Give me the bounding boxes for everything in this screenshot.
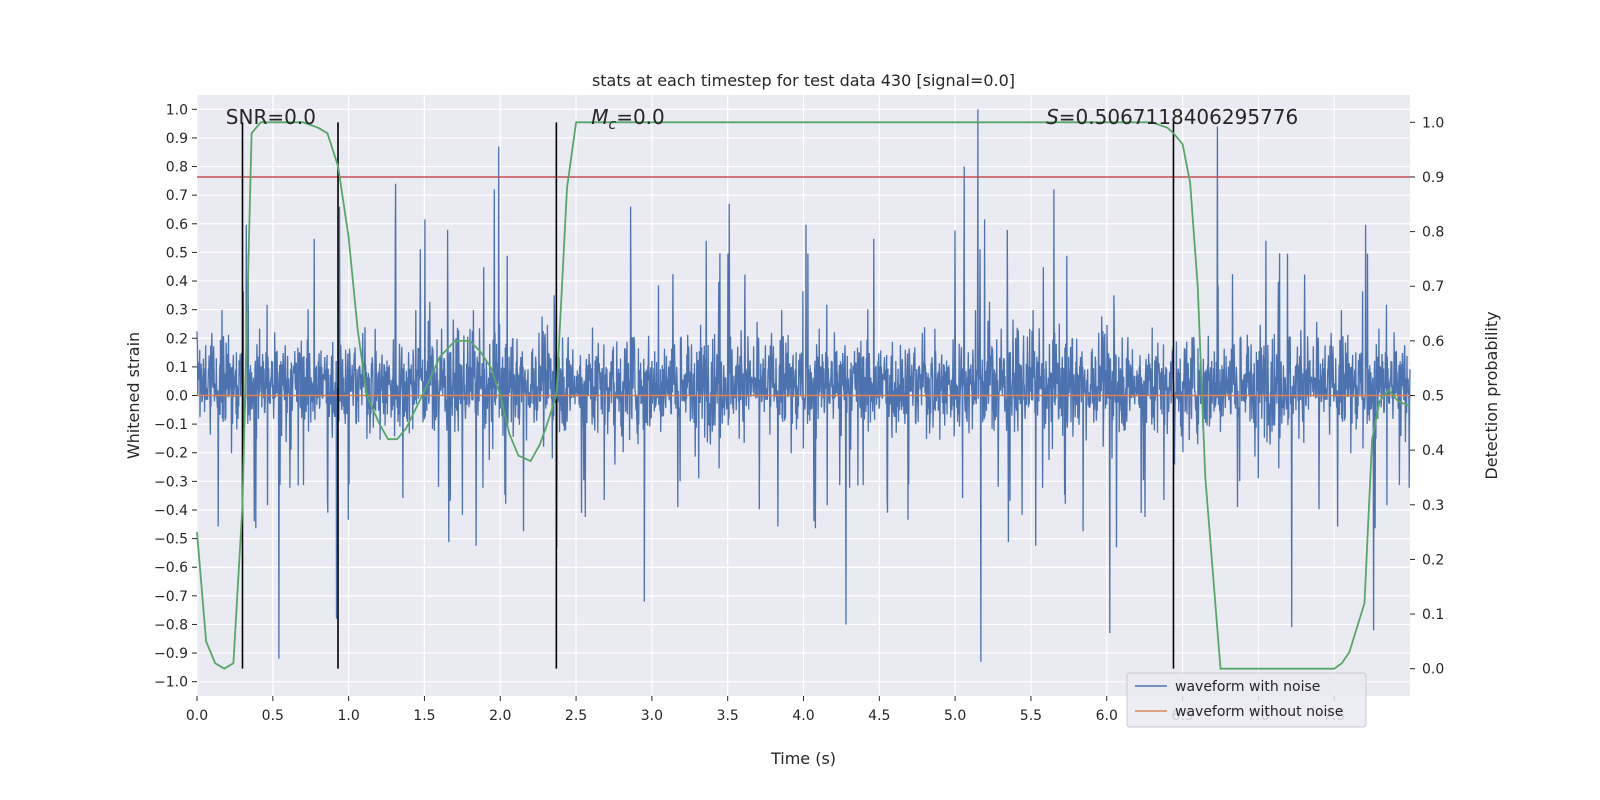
x-tick-label: 1.0	[337, 708, 359, 724]
y-tick-label: −0.9	[154, 646, 188, 662]
legend: waveform with noise waveform without noi…	[1126, 672, 1367, 728]
y-tick-label: −0.1	[154, 417, 188, 433]
y2-tick-label: 0.7	[1422, 279, 1444, 295]
y-tick-label: 0.9	[166, 131, 188, 147]
series-detection-probability	[196, 121, 1411, 670]
y-tick-label: 0.4	[166, 274, 188, 290]
legend-label-without-noise: waveform without noise	[1175, 704, 1343, 720]
legend-box	[1126, 672, 1367, 728]
y-tick-label: −0.4	[154, 503, 188, 519]
x-axis-label: Time (s)	[770, 749, 836, 768]
y-tick-label: −1.0	[154, 675, 188, 691]
y-tick-label: −0.8	[154, 617, 188, 633]
annotation-snr: SNR=0.0	[226, 105, 316, 129]
detection-probability-line	[196, 121, 1411, 670]
y-tick-label: −0.3	[154, 474, 188, 490]
y-tick-label: −0.6	[154, 560, 188, 576]
axis-ticks: 0.00.51.01.52.02.53.03.54.04.55.05.56.06…	[154, 102, 1444, 724]
y-axis-label: Whitened strain	[124, 332, 143, 459]
x-tick-label: 6.0	[1096, 708, 1118, 724]
y-tick-label: 0.3	[166, 303, 188, 319]
y2-tick-label: 0.4	[1422, 443, 1444, 459]
chart-title: stats at each timestep for test data 430…	[592, 71, 1015, 90]
x-tick-label: 1.5	[413, 708, 435, 724]
x-tick-label: 0.5	[262, 708, 284, 724]
y2-tick-label: 1.0	[1422, 115, 1444, 131]
y2-tick-label: 0.8	[1422, 225, 1444, 241]
x-tick-label: 5.5	[1020, 708, 1042, 724]
legend-label-with-noise: waveform with noise	[1175, 679, 1320, 695]
y2-tick-label: 0.6	[1422, 334, 1444, 350]
y-tick-label: −0.7	[154, 589, 188, 605]
y-tick-label: 0.7	[166, 188, 188, 204]
x-tick-label: 2.5	[565, 708, 587, 724]
x-tick-label: 3.5	[717, 708, 739, 724]
y-tick-label: 0.8	[166, 160, 188, 176]
y-tick-label: 0.2	[166, 331, 188, 347]
y2-tick-label: 0.2	[1422, 552, 1444, 568]
x-tick-label: 5.0	[944, 708, 966, 724]
noise-waveform-line	[196, 109, 1411, 662]
y2-tick-label: 0.1	[1422, 607, 1444, 623]
series-waveform-with-noise	[196, 109, 1411, 662]
annotation-score: S=0.5067118406295776	[1046, 105, 1298, 129]
x-tick-label: 2.0	[489, 708, 511, 724]
y2-axis-label: Detection probability	[1482, 311, 1501, 479]
y2-tick-label: 0.3	[1422, 498, 1444, 514]
x-tick-label: 3.0	[641, 708, 663, 724]
annotation-chirp-mass: Mc=0.0	[591, 105, 665, 133]
x-tick-label: 4.0	[792, 708, 814, 724]
x-tick-label: 4.5	[868, 708, 890, 724]
y-tick-label: −0.5	[154, 532, 188, 548]
y-tick-label: 0.5	[166, 245, 188, 261]
y-tick-label: 0.6	[166, 217, 188, 233]
y-tick-label: 0.1	[166, 360, 188, 376]
y2-tick-label: 0.9	[1422, 170, 1444, 186]
y-tick-label: 0.0	[166, 389, 188, 405]
y-tick-label: 1.0	[166, 102, 188, 118]
y2-tick-label: 0.0	[1422, 662, 1444, 678]
y2-tick-label: 0.5	[1422, 389, 1444, 405]
x-tick-label: 0.0	[186, 708, 208, 724]
y-tick-label: −0.2	[154, 446, 188, 462]
